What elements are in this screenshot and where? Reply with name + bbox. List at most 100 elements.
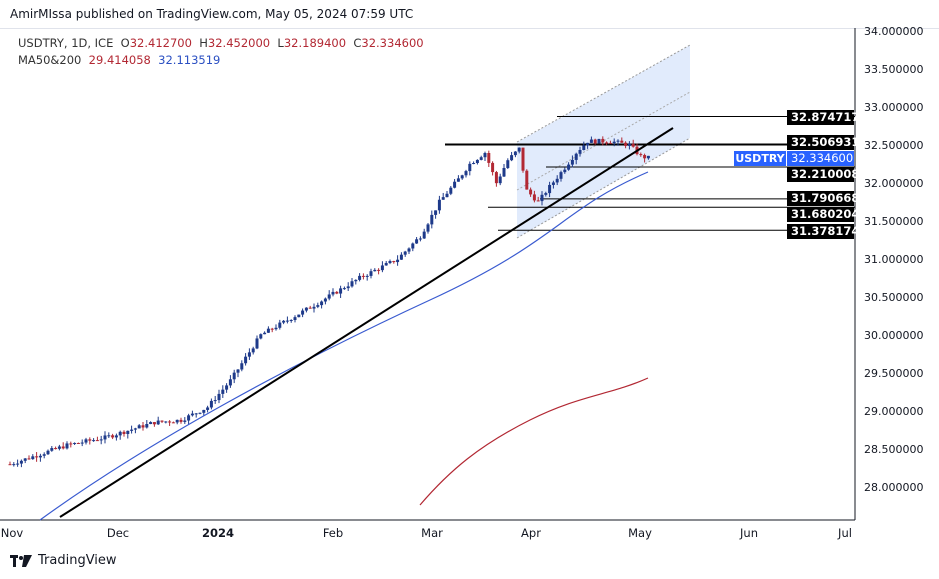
candle-up <box>312 306 316 309</box>
candle-up <box>388 261 392 264</box>
candle-up <box>118 431 122 436</box>
candle-up <box>418 238 422 240</box>
y-tick-label: 34.000000 <box>864 25 924 38</box>
ma50-line <box>39 171 649 521</box>
candle-up <box>468 163 472 172</box>
x-tick-label: Jul <box>837 526 852 540</box>
candle-down <box>61 446 65 449</box>
candle-up <box>31 456 35 460</box>
candle-up <box>346 286 350 289</box>
open-value: 32.412700 <box>129 36 192 50</box>
candle-down <box>605 142 609 144</box>
candle-down <box>76 442 80 444</box>
candle-up <box>464 171 468 176</box>
candle-up <box>498 176 502 184</box>
x-tick-label: Dec <box>107 526 129 540</box>
x-tick-label: Mar <box>421 526 443 540</box>
candle-up <box>320 301 324 306</box>
candle-up <box>350 281 354 287</box>
candle-up <box>479 157 483 160</box>
candle-up <box>263 332 267 335</box>
close-label: C <box>353 36 362 50</box>
candle-up <box>244 356 248 364</box>
footer: TradingView <box>10 553 117 568</box>
candle-up <box>354 279 358 282</box>
ma-label: MA50&200 <box>18 53 82 67</box>
candle-up <box>247 352 251 357</box>
x-tick-label: Jun <box>739 526 758 540</box>
candle-up <box>506 160 510 168</box>
candle-up <box>441 197 445 200</box>
candle-down <box>8 464 12 466</box>
price-label: 31.378174 <box>791 224 859 238</box>
candle-up <box>563 169 567 173</box>
candle-up <box>301 310 305 315</box>
candle-up <box>475 159 479 164</box>
candle-up <box>453 181 457 188</box>
candle-down <box>308 307 312 309</box>
y-tick-label: 28.500000 <box>864 443 924 456</box>
candle-up <box>559 172 563 179</box>
symbol: USDTRY, 1D, ICE <box>18 36 114 50</box>
candle-up <box>551 182 555 185</box>
channel-lower-line <box>516 137 691 239</box>
candle-up <box>217 393 221 401</box>
candle-up <box>107 435 111 437</box>
candle-up <box>380 265 384 271</box>
candle-up <box>399 254 403 260</box>
chart-legend: USDTRY, 1D, ICE O32.412700 H32.452000 L3… <box>18 35 424 69</box>
channel-mid-line <box>516 91 691 191</box>
candle-up <box>297 314 301 318</box>
candle-up <box>255 338 259 349</box>
chart-frame <box>0 28 939 549</box>
candle-down <box>392 261 396 263</box>
candle-up <box>133 428 137 430</box>
candle-down <box>608 142 612 144</box>
candle-up <box>232 372 236 380</box>
y-tick-label: 33.500000 <box>864 63 924 76</box>
candle-up <box>278 322 282 328</box>
candle-up <box>225 385 229 390</box>
y-tick-label: 28.000000 <box>864 481 924 494</box>
candle-up <box>12 464 16 466</box>
candle-up <box>194 413 198 415</box>
candle-up <box>240 363 244 370</box>
candle-up <box>426 224 430 232</box>
candle-up <box>46 450 50 455</box>
candle-up <box>456 178 460 182</box>
candle-down <box>35 456 39 458</box>
candle-up <box>411 243 415 249</box>
low-label: L <box>277 36 284 50</box>
ma50-value: 32.113519 <box>158 53 221 67</box>
y-tick-label: 31.000000 <box>864 253 924 266</box>
candle-up <box>209 400 213 408</box>
close-value: 32.334600 <box>361 36 424 50</box>
candle-up <box>612 141 616 144</box>
candle-up <box>202 409 206 413</box>
candle-up <box>544 193 548 195</box>
candle-up <box>282 320 286 323</box>
candle-up <box>183 420 187 422</box>
candle-up <box>304 307 308 311</box>
candle-up <box>415 239 419 244</box>
candle-up <box>517 147 521 152</box>
candle-up <box>149 422 153 425</box>
low-value: 32.189400 <box>283 36 347 50</box>
symbol-tag-box <box>734 151 786 166</box>
candle-down <box>494 172 498 184</box>
candle-up <box>403 251 407 255</box>
x-tick-label: May <box>628 526 652 540</box>
y-tick-label: 32.000000 <box>864 177 924 190</box>
candle-up <box>92 440 96 442</box>
candle-up <box>221 389 225 394</box>
candle-up <box>578 149 582 154</box>
candle-up <box>627 143 631 146</box>
price-label-box <box>787 110 854 125</box>
price-label-box <box>787 151 854 166</box>
candle-down <box>620 140 624 143</box>
candle-up <box>460 175 464 179</box>
candle-up <box>445 193 449 198</box>
candle-up <box>190 413 194 416</box>
candle-up <box>19 460 23 464</box>
